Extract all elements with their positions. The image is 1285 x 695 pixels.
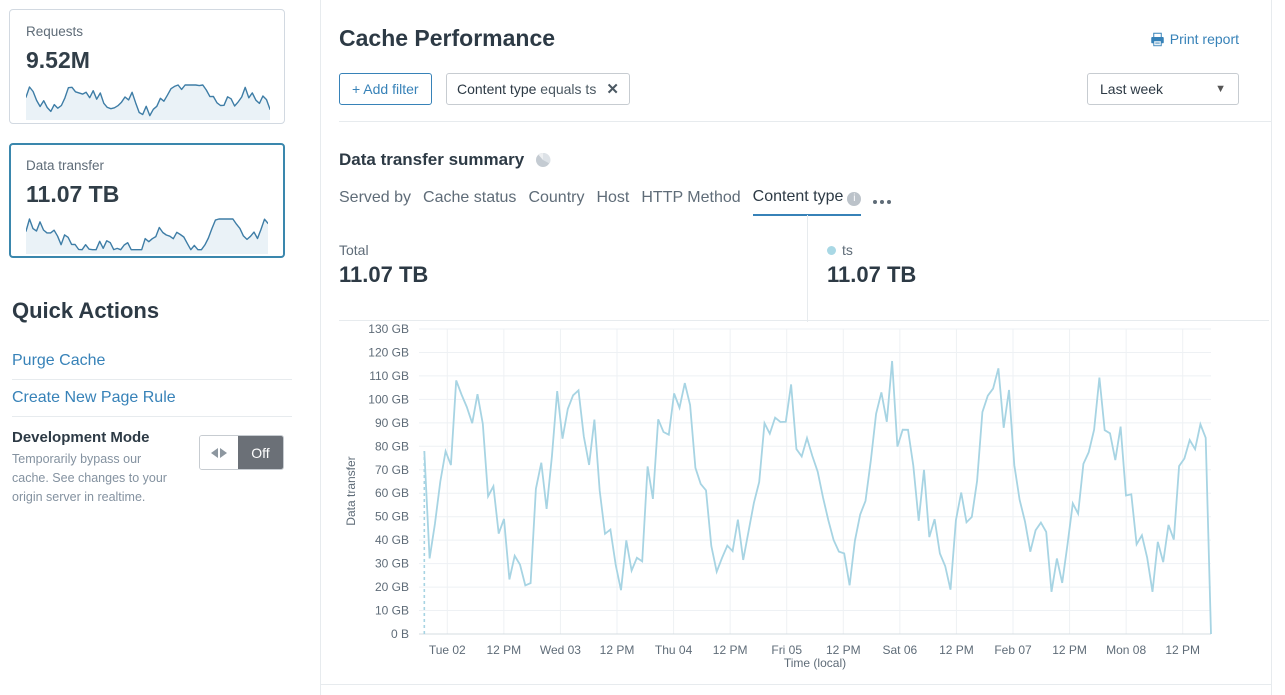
svg-text:12 PM: 12 PM — [1165, 643, 1200, 657]
svg-text:12 PM: 12 PM — [1052, 643, 1087, 657]
svg-text:12 PM: 12 PM — [487, 643, 522, 657]
svg-text:Thu 04: Thu 04 — [655, 643, 693, 657]
svg-text:70 GB: 70 GB — [375, 463, 409, 477]
svg-text:90 GB: 90 GB — [375, 416, 409, 430]
svg-text:20 GB: 20 GB — [375, 580, 409, 594]
svg-text:Fri 05: Fri 05 — [771, 643, 802, 657]
svg-text:Data transfer: Data transfer — [344, 456, 358, 525]
svg-text:Feb 07: Feb 07 — [994, 643, 1032, 657]
svg-text:50 GB: 50 GB — [375, 510, 409, 524]
svg-text:80 GB: 80 GB — [375, 439, 409, 453]
svg-text:Sat 06: Sat 06 — [883, 643, 918, 657]
svg-text:0 B: 0 B — [391, 627, 409, 641]
svg-text:10 GB: 10 GB — [375, 604, 409, 618]
svg-text:30 GB: 30 GB — [375, 557, 409, 571]
svg-text:110 GB: 110 GB — [369, 369, 409, 383]
svg-text:Mon 08: Mon 08 — [1106, 643, 1146, 657]
svg-text:Time (local): Time (local) — [784, 656, 846, 670]
svg-text:12 PM: 12 PM — [826, 643, 861, 657]
svg-text:12 PM: 12 PM — [939, 643, 974, 657]
svg-text:12 PM: 12 PM — [713, 643, 748, 657]
svg-text:100 GB: 100 GB — [368, 392, 409, 406]
svg-text:60 GB: 60 GB — [375, 486, 409, 500]
svg-text:120 GB: 120 GB — [368, 345, 409, 359]
svg-text:Wed 03: Wed 03 — [540, 643, 581, 657]
svg-text:Tue 02: Tue 02 — [429, 643, 466, 657]
svg-text:130 GB: 130 GB — [368, 322, 409, 336]
svg-text:40 GB: 40 GB — [375, 533, 409, 547]
svg-text:12 PM: 12 PM — [600, 643, 635, 657]
